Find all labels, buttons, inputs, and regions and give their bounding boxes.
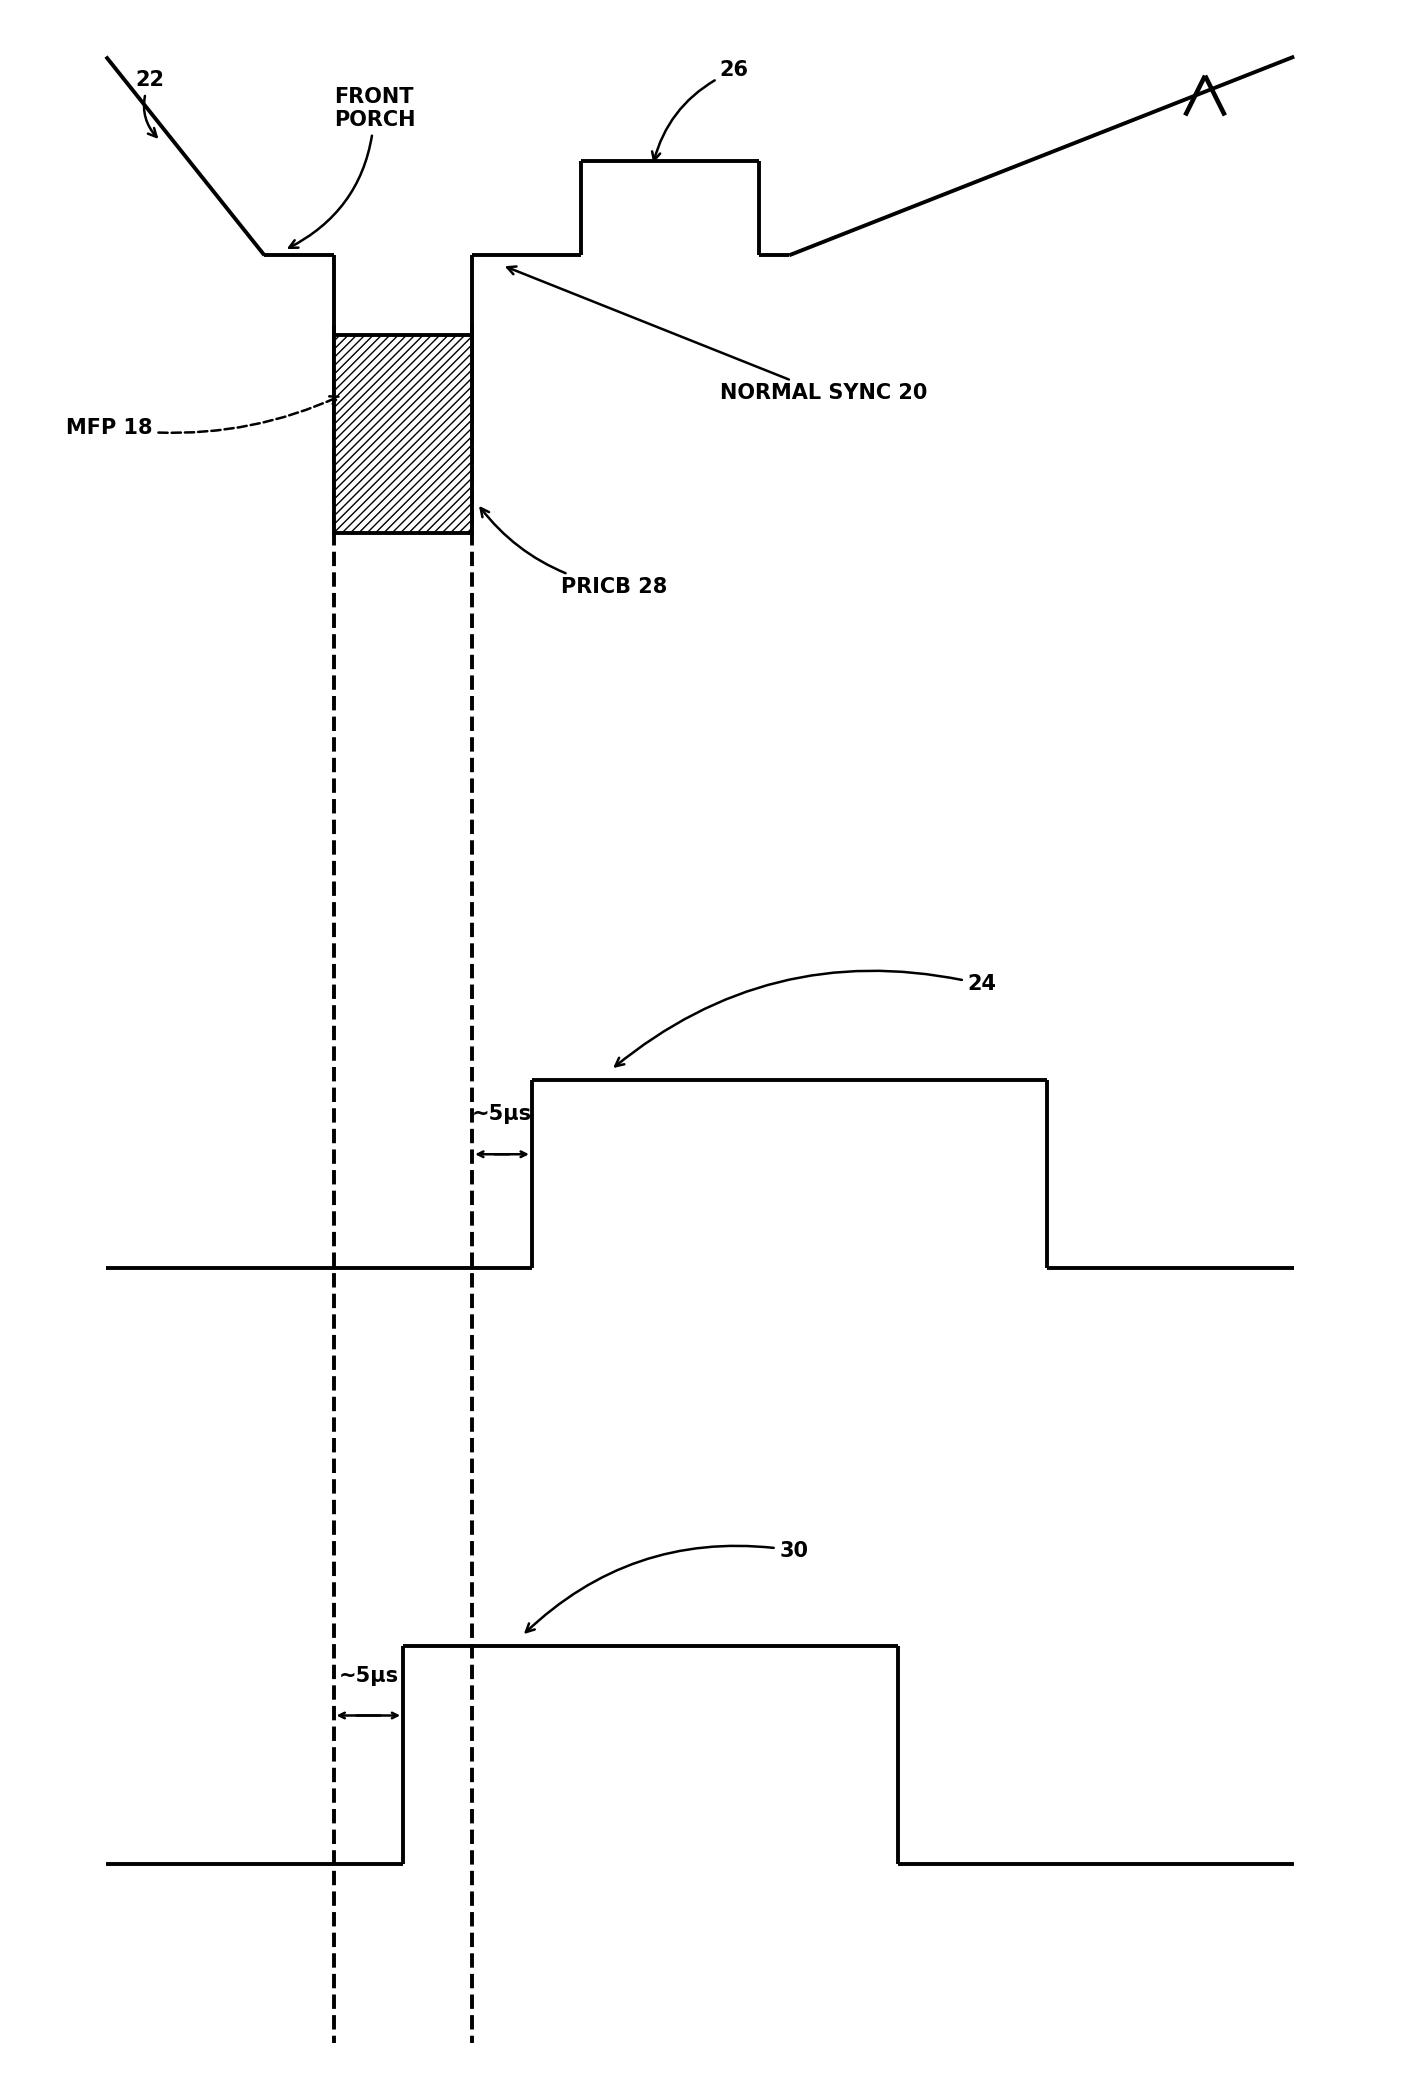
Text: 24: 24	[615, 970, 997, 1066]
Text: PRICB 28: PRICB 28	[481, 507, 667, 597]
Text: ~5μs: ~5μs	[472, 1104, 532, 1125]
Bar	[334, 334, 472, 534]
Text: MFP 18: MFP 18	[66, 397, 338, 438]
Text: ~5μs: ~5μs	[338, 1665, 399, 1686]
Text: FRONT
PORCH: FRONT PORCH	[288, 88, 416, 248]
Text: 30: 30	[526, 1540, 809, 1632]
Text: 22: 22	[136, 71, 164, 138]
Text: 26: 26	[652, 61, 749, 161]
Text: NORMAL SYNC 20: NORMAL SYNC 20	[508, 267, 928, 403]
